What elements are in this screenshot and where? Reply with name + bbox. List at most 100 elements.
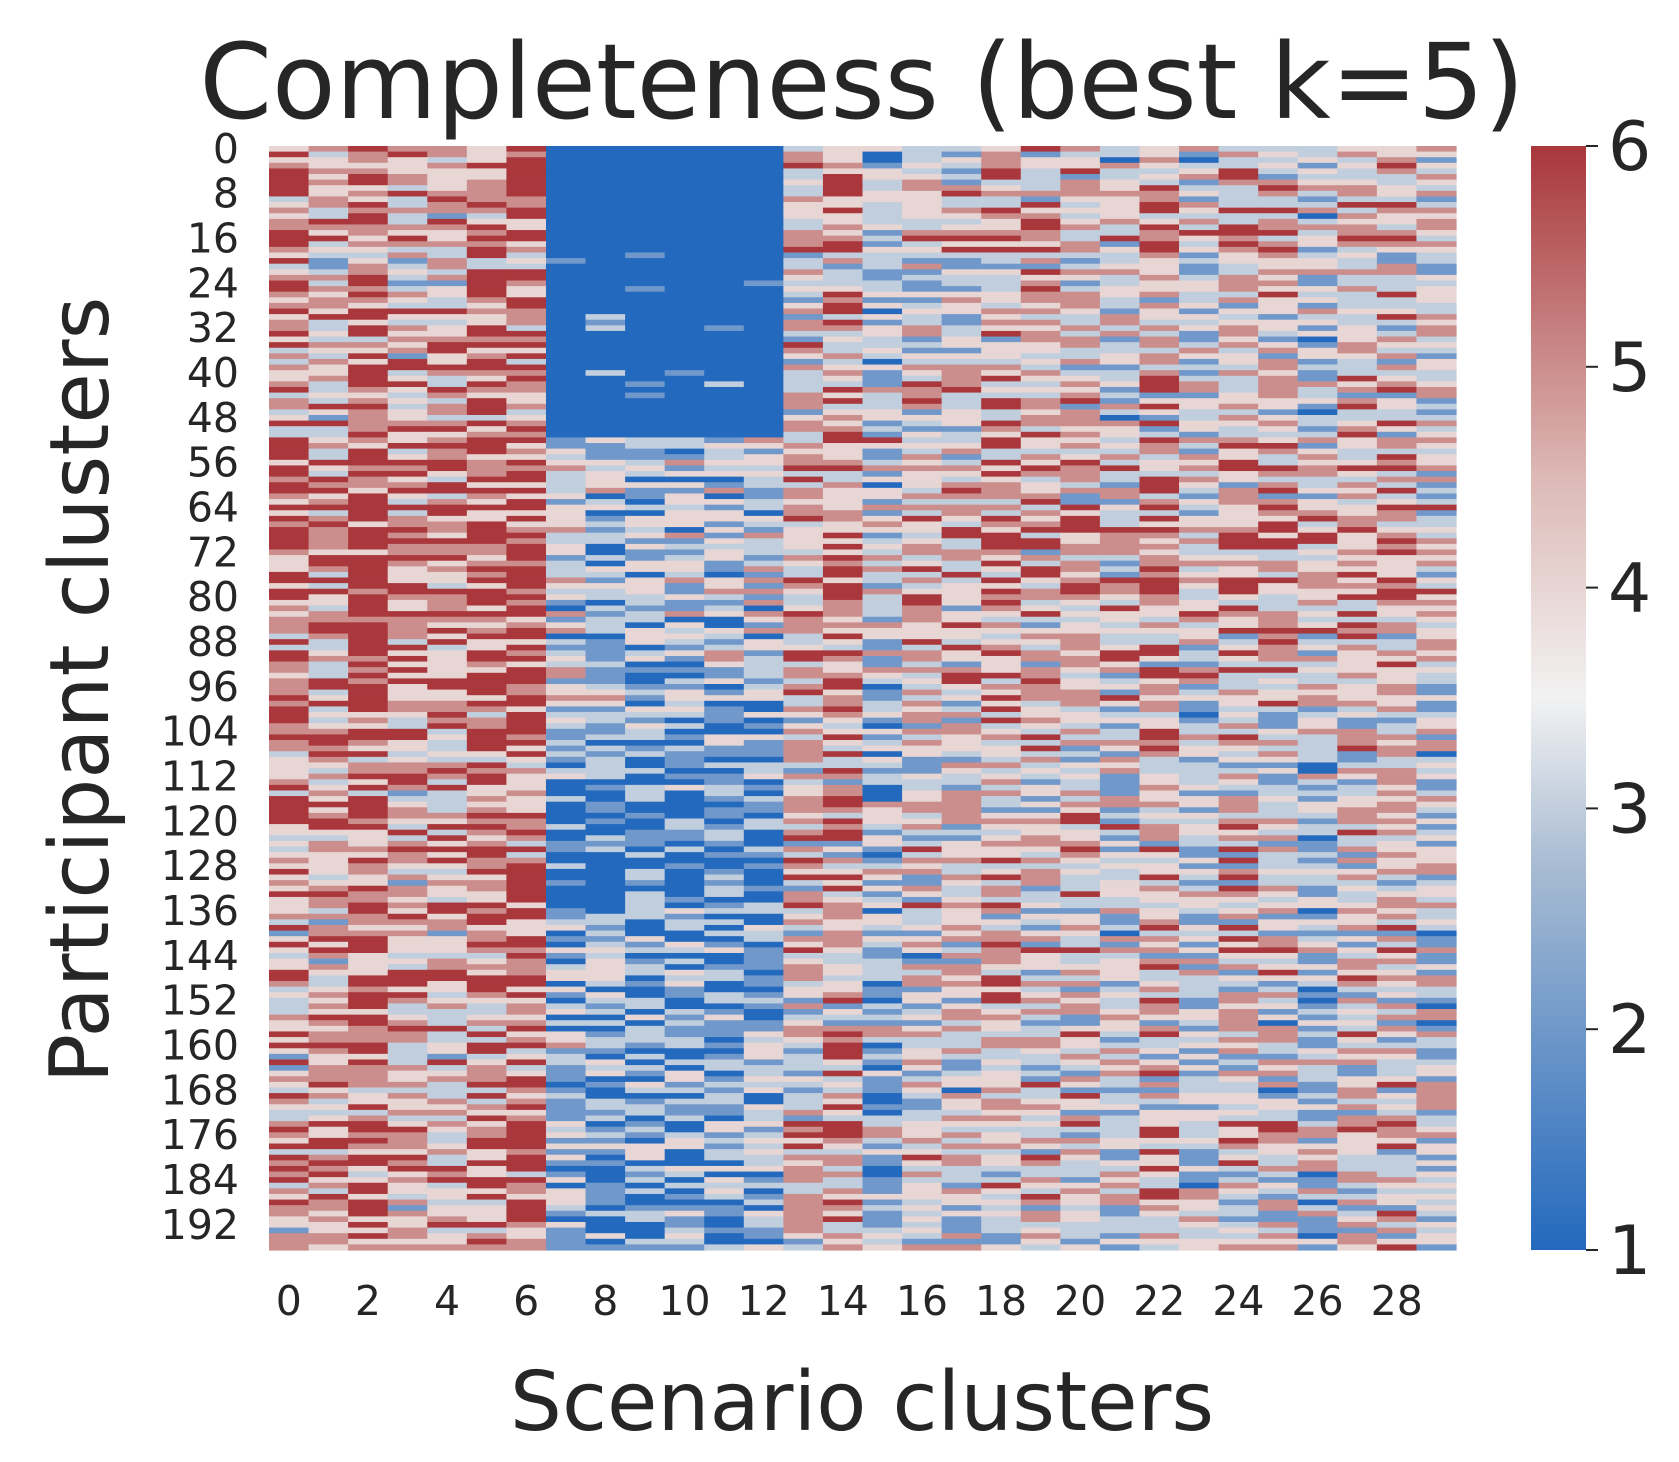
- heatmap-cell: [1376, 868, 1418, 876]
- heatmap-cell: [941, 1014, 982, 1021]
- heatmap-cell: [902, 314, 943, 321]
- heatmap-cell: [902, 829, 943, 836]
- heatmap-cell: [1179, 796, 1220, 803]
- heatmap-cell: [1376, 655, 1418, 663]
- heatmap-cell: [1337, 308, 1378, 315]
- heatmap-cell: [1139, 157, 1180, 164]
- heatmap-cell: [348, 796, 389, 803]
- heatmap-cell: [1179, 336, 1220, 343]
- heatmap-cell: [664, 588, 705, 595]
- heatmap-cell: [466, 997, 507, 1005]
- heatmap-cell: [269, 1065, 310, 1072]
- heatmap-cell: [1060, 650, 1101, 657]
- heatmap-cell: [1416, 964, 1457, 971]
- heatmap-cell: [1218, 583, 1259, 590]
- heatmap-cell: [269, 213, 310, 220]
- heatmap-cell: [902, 868, 943, 876]
- heatmap-cell: [1099, 314, 1141, 321]
- heatmap-cell: [862, 174, 903, 181]
- heatmap-cell: [1020, 728, 1061, 736]
- heatmap-cell: [348, 734, 389, 741]
- heatmap-cell: [1060, 790, 1101, 797]
- heatmap-cell: [466, 179, 507, 186]
- heatmap-cell: [506, 443, 547, 450]
- heatmap-cell: [822, 398, 864, 405]
- heatmap-cell: [545, 286, 587, 293]
- heatmap-cell: [902, 583, 943, 590]
- heatmap-cell: [1258, 868, 1299, 876]
- heatmap-cell: [664, 728, 705, 736]
- heatmap-cell: [783, 762, 824, 769]
- heatmap-cell: [981, 538, 1022, 545]
- heatmap-cell: [1337, 958, 1378, 965]
- heatmap-cell: [822, 571, 864, 579]
- heatmap-cell: [664, 812, 705, 820]
- heatmap-cell: [664, 386, 705, 394]
- heatmap-cell: [704, 230, 745, 237]
- heatmap-cell: [981, 975, 1022, 982]
- heatmap-cell: [348, 437, 389, 444]
- heatmap-cell: [506, 633, 547, 640]
- heatmap-cell: [1020, 286, 1061, 293]
- heatmap-cell: [1297, 745, 1338, 752]
- heatmap-cell: [506, 386, 547, 394]
- heatmap-cell: [822, 952, 864, 960]
- heatmap-cell: [1376, 689, 1418, 696]
- heatmap-cell: [704, 997, 745, 1005]
- heatmap-cell: [585, 896, 626, 904]
- heatmap-cell: [308, 549, 349, 556]
- heatmap-cell: [704, 471, 745, 478]
- heatmap-cell: [1337, 728, 1378, 736]
- heatmap-cell: [1179, 465, 1220, 472]
- heatmap-cell: [1179, 986, 1220, 993]
- heatmap-cell: [862, 420, 903, 427]
- heatmap-cell: [704, 812, 745, 820]
- heatmap-cell: [1139, 358, 1180, 366]
- heatmap-cell: [625, 269, 666, 276]
- heatmap-cell: [1258, 1053, 1299, 1061]
- heatmap-cell: [348, 196, 389, 203]
- heatmap-cell: [1139, 908, 1180, 915]
- heatmap-cell: [625, 286, 666, 293]
- heatmap-cell: [1258, 375, 1299, 382]
- heatmap-cell: [822, 291, 864, 298]
- heatmap-cell: [625, 992, 666, 999]
- heatmap-cell: [704, 852, 745, 859]
- heatmap-cell: [1060, 336, 1101, 343]
- heatmap-cell: [902, 997, 943, 1005]
- heatmap-cell: [387, 818, 428, 825]
- heatmap-cell: [466, 773, 507, 780]
- heatmap-cell: [862, 532, 903, 539]
- heatmap-cell: [1297, 1025, 1338, 1033]
- heatmap-cell: [981, 420, 1022, 427]
- heatmap-cell: [348, 672, 389, 679]
- heatmap-cell: [941, 740, 982, 747]
- heatmap-cell: [1337, 902, 1378, 909]
- heatmap-cell: [1139, 448, 1180, 455]
- heatmap-cell: [545, 1076, 587, 1083]
- heatmap-cell: [1416, 426, 1457, 433]
- heatmap-cell: [1416, 358, 1457, 366]
- heatmap-cell: [941, 840, 982, 848]
- heatmap-cell: [664, 1031, 705, 1038]
- heatmap-cell: [1337, 504, 1378, 511]
- heatmap-cell: [348, 246, 389, 254]
- heatmap-cell: [585, 745, 626, 752]
- heatmap-cell: [585, 863, 626, 870]
- heatmap-cell: [625, 476, 666, 483]
- heatmap-cell: [1179, 510, 1220, 517]
- heatmap-cell: [1060, 151, 1101, 158]
- heatmap-cell: [941, 930, 982, 937]
- heatmap-cell: [348, 207, 389, 214]
- heatmap-cell: [387, 358, 428, 366]
- heatmap-cell: [1020, 745, 1061, 752]
- heatmap-cell: [348, 919, 389, 926]
- heatmap-cell: [387, 583, 428, 590]
- heatmap-cell: [1218, 981, 1259, 988]
- heatmap-cell: [1297, 1003, 1338, 1010]
- heatmap-cell: [1297, 471, 1338, 478]
- heatmap-cell: [1060, 695, 1101, 702]
- heatmap-cell: [1020, 1025, 1061, 1033]
- heatmap-cell: [269, 493, 310, 500]
- heatmap-cell: [1258, 487, 1299, 495]
